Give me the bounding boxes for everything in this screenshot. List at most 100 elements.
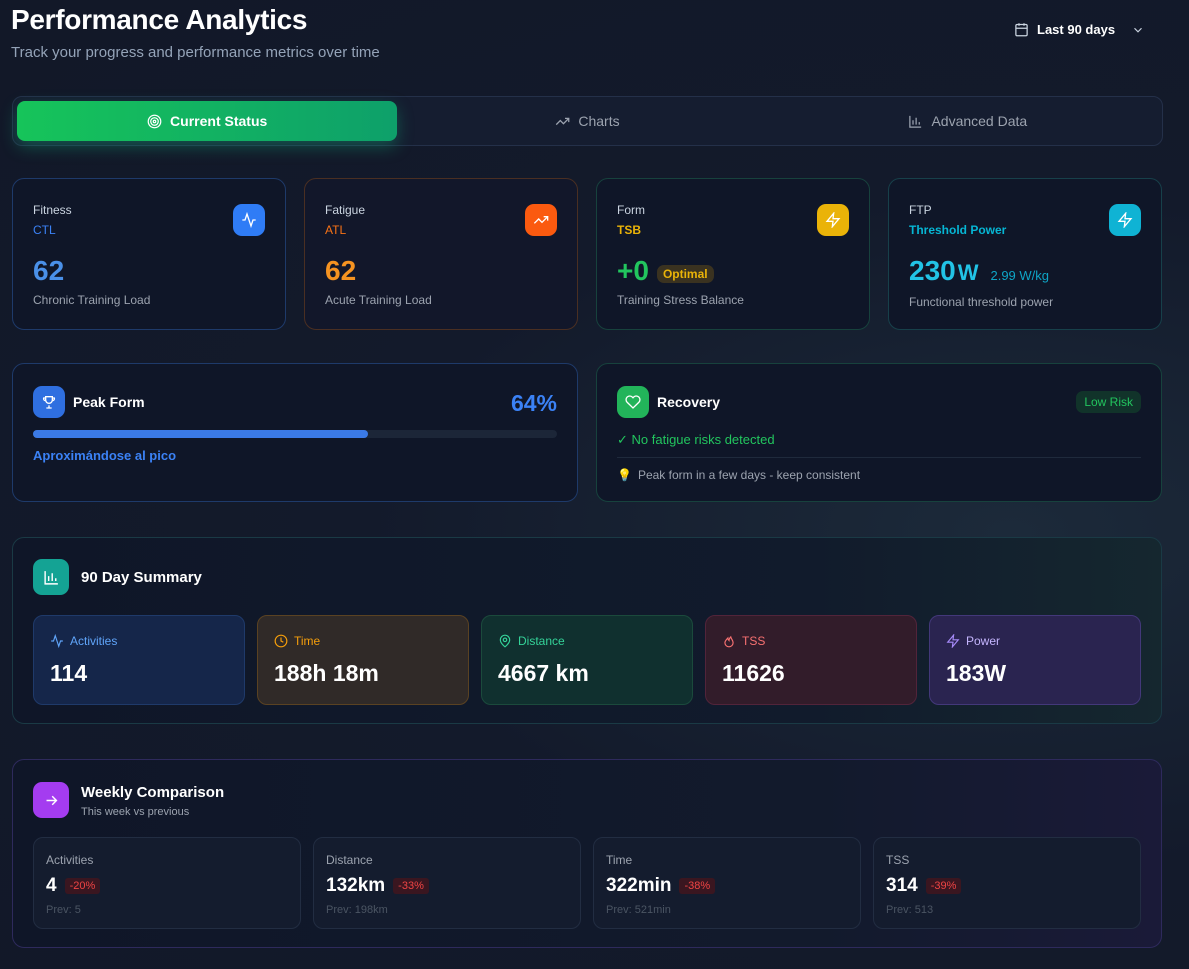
weekly-prev: Prev: 521min: [606, 904, 671, 916]
activity-icon: [51, 634, 63, 648]
peak-form-card: Peak Form 64% Aproximándose al pico: [12, 363, 578, 502]
zap-icon: [817, 204, 849, 236]
weekly-item-tss: TSS 314 -39% Prev: 513: [873, 837, 1141, 929]
tab-label: Advanced Data: [931, 113, 1028, 129]
recovery-status: ✓ No fatigue risks detected: [617, 432, 775, 447]
card-title: Recovery: [657, 394, 721, 410]
tab-current-status[interactable]: Current Status: [17, 101, 398, 141]
card-title: Weekly Comparison: [81, 784, 225, 801]
lightbulb-icon: 💡: [617, 468, 632, 482]
weekly-label: Distance: [326, 853, 373, 867]
weekly-prev: Prev: 5: [46, 904, 81, 916]
change-badge: -39%: [925, 878, 962, 894]
ftp-card: FTP Threshold Power 230 W 2.99 W/kg Functi…: [888, 178, 1162, 330]
calendar-icon: [1015, 23, 1028, 37]
metric-value: 62: [33, 255, 65, 286]
zap-icon: [946, 634, 960, 648]
change-badge: -20%: [64, 878, 101, 894]
metric-value: 62: [325, 255, 357, 286]
metric-sub: CTL: [33, 223, 56, 237]
arrow-right-icon: [33, 782, 69, 818]
date-range-select[interactable]: Last 90 days: [1014, 22, 1145, 37]
zap-icon: [1109, 204, 1141, 236]
metric-label: Form: [617, 203, 645, 217]
metric-desc: Training Stress Balance: [617, 293, 744, 307]
progress-fill: [33, 430, 369, 438]
recovery-tip: 💡 Peak form in a few days - keep consiste…: [617, 468, 860, 482]
flame-icon: [724, 635, 734, 648]
page-title: Performance Analytics: [11, 4, 308, 35]
change-badge: -38%: [679, 878, 716, 894]
weekly-item-activities: Activities 4 -20% Prev: 5: [33, 837, 301, 929]
metric-label: Fitness: [33, 203, 72, 217]
weekly-label: Activities: [46, 853, 94, 867]
summary-label: Distance: [518, 634, 565, 648]
metric-value: 230: [909, 255, 956, 286]
metric-sub: ATL: [325, 223, 347, 237]
date-range-label: Last 90 days: [1037, 22, 1116, 37]
peak-form-status: Aproximándose al pico: [33, 448, 177, 463]
summary-value: 114: [50, 660, 88, 686]
tab-label: Current Status: [170, 113, 268, 129]
summary-label: TSS: [742, 634, 766, 648]
weekly-value: 314: [886, 875, 918, 896]
summary-label: Time: [294, 634, 321, 648]
weekly-prev: Prev: 513: [886, 904, 934, 916]
fitness-card: Fitness CTL 62 Chronic Training Load: [12, 178, 286, 330]
metric-label: FTP: [909, 203, 932, 217]
weekly-label: TSS: [886, 853, 910, 867]
heart-icon: [617, 386, 649, 418]
recovery-card: Recovery Low Risk ✓ No fatigue risks det…: [596, 363, 1162, 502]
metric-desc: Chronic Training Load: [33, 293, 151, 307]
tab-label: Charts: [578, 113, 620, 129]
metric-value-row: 230 W 2.99 W/kg: [909, 255, 1049, 287]
form-card: Form TSB +0 Optimal Training Stress Balan…: [596, 178, 870, 330]
risk-badge: Low Risk: [1076, 391, 1141, 413]
weekly-comparison-card: Weekly Comparison This week vs previous …: [12, 759, 1162, 948]
weekly-value: 322min: [606, 875, 672, 896]
metric-sub: Threshold Power: [909, 223, 1007, 237]
clock-icon: [274, 634, 288, 648]
tab-bar: Current Status Charts Advanced Data: [12, 96, 1163, 146]
card-title: Peak Form: [73, 394, 145, 410]
summary-value: 11626: [722, 660, 785, 686]
weekly-value: 132km: [326, 875, 386, 896]
fatigue-card: Fatigue ATL 62 Acute Training Load: [304, 178, 578, 330]
tab-advanced-data[interactable]: Advanced Data: [778, 101, 1158, 141]
activity-icon: [233, 204, 265, 236]
metric-extra: 2.99 W/kg: [990, 268, 1050, 283]
weekly-prev: Prev: 198km: [326, 904, 388, 916]
metric-desc: Functional threshold power: [909, 295, 1054, 309]
metric-desc: Acute Training Load: [325, 293, 432, 307]
metric-value: +0: [617, 255, 649, 286]
trending-up-icon: [556, 117, 570, 125]
card-subtitle: This week vs previous: [81, 806, 190, 818]
peak-form-percent: 64%: [510, 390, 557, 416]
metric-value-row: +0 Optimal: [617, 255, 714, 287]
summary-power: Power 183W: [929, 615, 1141, 705]
card-title: 90 Day Summary: [81, 569, 202, 586]
summary-time: Time 188h 18m: [257, 615, 469, 705]
tab-charts[interactable]: Charts: [397, 101, 777, 141]
summary-label: Power: [966, 634, 1001, 648]
target-icon: [147, 114, 162, 128]
summary-activities: Activities 114: [33, 615, 245, 705]
metric-sub: TSB: [617, 223, 641, 237]
summary-card: 90 Day Summary Activities 114 Time 188h 18…: [12, 537, 1162, 724]
summary-tss: TSS 11626: [705, 615, 917, 705]
trophy-icon: [33, 386, 65, 418]
change-badge: -33%: [393, 878, 429, 894]
chevron-down-icon: [1134, 27, 1142, 33]
summary-value: 183W: [946, 660, 1007, 686]
status-badge: Optimal: [656, 265, 714, 283]
divider: [617, 457, 1141, 458]
summary-value: 4667 km: [498, 660, 589, 686]
bar-chart-icon: [33, 559, 69, 595]
peak-form-progress: [33, 430, 557, 438]
tip-text: Peak form in a few days - keep consisten…: [637, 468, 861, 482]
map-pin-icon: [499, 634, 511, 648]
bar-chart-icon: [909, 115, 922, 128]
trending-up-icon: [525, 204, 557, 236]
weekly-value: 4: [46, 875, 57, 896]
weekly-item-time: Time 322min -38% Prev: 521min: [593, 837, 861, 929]
